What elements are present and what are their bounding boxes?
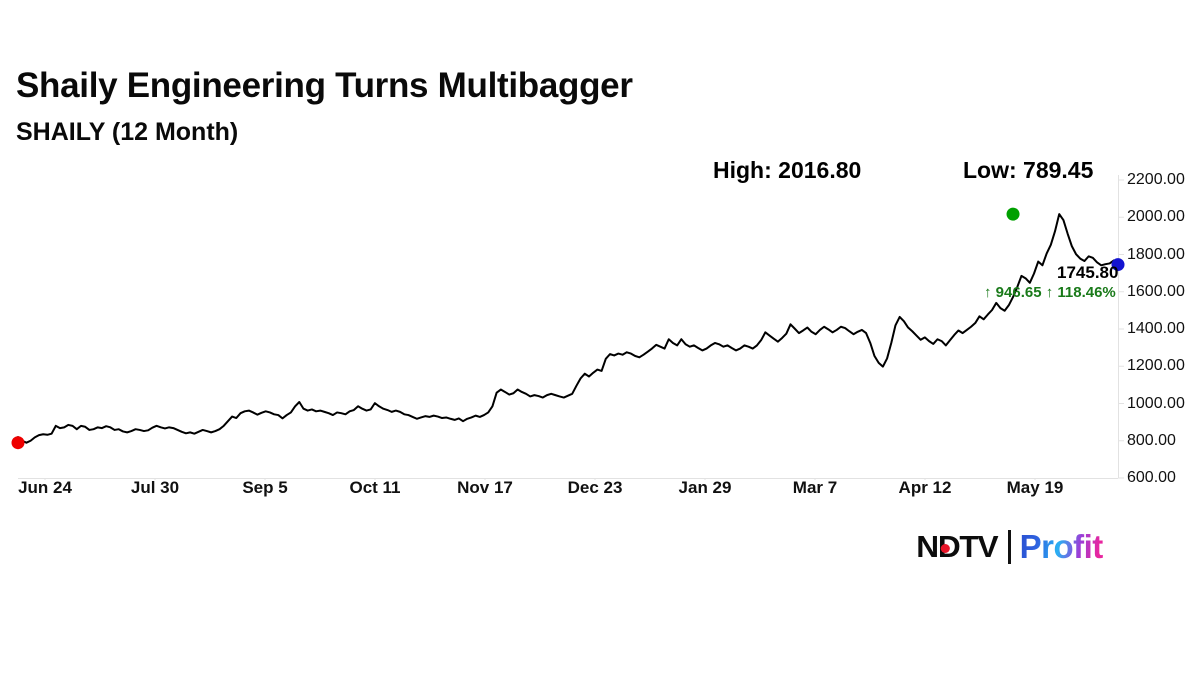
x-axis-label: Oct 11 <box>349 478 401 497</box>
x-axis-label: Sep 5 <box>242 478 288 497</box>
y-axis-label: 2200.00 <box>1127 171 1185 188</box>
high-stat-label: High: 2016.80 <box>713 157 862 183</box>
x-axis-label: Apr 12 <box>898 478 952 497</box>
last-price-label: 1745.80 <box>1057 263 1119 282</box>
y-axis-label: 1600.00 <box>1127 282 1185 300</box>
x-axis-label: Mar 7 <box>792 478 838 497</box>
chart-svg <box>11 175 1125 480</box>
price-line-path <box>17 213 1119 444</box>
ndtv-red-dot-icon <box>940 544 950 553</box>
logo-divider <box>1007 530 1011 564</box>
x-axis-label: May 19 <box>1006 478 1064 497</box>
axis-lines <box>18 175 1124 480</box>
x-axis-labels: Jun 24 Jul 30 Sep 5 Oct 11 Nov 17 Dec 23 Jan 2… <box>0 478 1128 508</box>
price-line-chart <box>0 150 1128 480</box>
x-axis-label: Jul 30 <box>130 478 180 497</box>
x-axis-label: Jan 29 <box>678 478 732 497</box>
y-axis-label: 2000.00 <box>1127 208 1185 226</box>
ndtv-profit-logo: NDTV Profit <box>916 526 1104 568</box>
y-axis-labels: 2200.00 2000.00 1800.00 1600.00 1400.00 1200.… <box>1127 150 1200 490</box>
y-axis-label: 1800.00 <box>1127 245 1185 263</box>
x-axis-label: Dec 23 <box>567 478 623 497</box>
low-marker <box>11 436 25 450</box>
y-axis-label: 1400.00 <box>1127 320 1185 337</box>
y-axis-label: 1200.00 <box>1127 357 1185 375</box>
low-stat-label: Low: 789.45 <box>963 157 1094 183</box>
high-marker <box>1006 207 1020 221</box>
y-axis-label: 600.00 <box>1127 469 1176 486</box>
chart-markers <box>11 207 1125 450</box>
ndtv-text: NDTV <box>916 529 998 564</box>
page-subtitle: SHAILY (12 Month) <box>16 118 239 146</box>
last-marker <box>1111 258 1125 272</box>
profit-wordmark: Profit <box>1019 528 1104 565</box>
x-axis-label: Nov 17 <box>457 478 513 497</box>
ndtv-wordmark: NDTV <box>916 529 998 565</box>
page-title: Shaily Engineering Turns Multibagger <box>16 66 633 105</box>
y-axis-label: 1000.00 <box>1127 394 1185 412</box>
x-axis-label: Jun 24 <box>18 478 72 497</box>
price-change-label: ↑ 946.65 ↑ 118.46% <box>984 284 1116 301</box>
y-axis-label: 800.00 <box>1127 431 1176 449</box>
